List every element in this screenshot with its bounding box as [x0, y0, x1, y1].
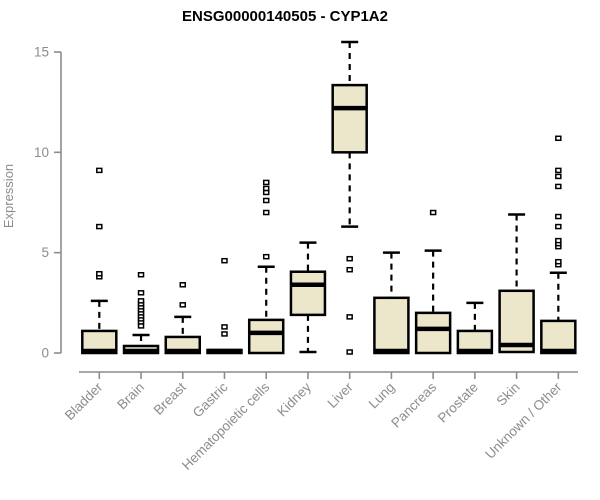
outlier-bladder-3	[96, 167, 103, 174]
box-pancreas	[414, 311, 452, 355]
x-label-gastric: Gastric	[190, 379, 231, 420]
y-tick-label-5: 5	[41, 245, 49, 260]
outlier-gastric-2	[221, 257, 228, 264]
x-label-pancreas: Pancreas	[388, 379, 439, 430]
outlier-unknown-other-8	[555, 173, 562, 180]
x-label-bladder: Bladder	[62, 379, 106, 423]
box-group-kidney	[289, 241, 327, 354]
box-liver	[331, 83, 368, 154]
chart-title: ENSG00000140505 - CYP1A2	[182, 8, 388, 25]
outlier-unknown-other-4	[555, 237, 562, 244]
outlier-unknown-other-9	[555, 167, 562, 174]
y-tick-label-0: 0	[41, 346, 49, 361]
outlier-hematopoietic-cells-2	[262, 197, 270, 204]
x-label-kidney: Kidney	[274, 379, 314, 419]
box-group-brain	[122, 271, 160, 355]
box-group-gastric	[206, 257, 243, 355]
outlier-unknown-other-5	[555, 223, 562, 230]
box-group-pancreas	[414, 209, 452, 355]
box-kidney	[289, 270, 327, 317]
outlier-unknown-other-10	[555, 135, 562, 142]
box-group-unknown-other	[540, 135, 577, 355]
outlier-hematopoietic-cells-5	[262, 179, 270, 186]
y-axis: 0 5 10 15	[34, 44, 62, 361]
x-label-unknown-other: Unknown / Other	[482, 379, 565, 462]
x-label-brain: Brain	[114, 380, 147, 413]
box-group-bladder	[81, 167, 118, 355]
outlier-gastric-1	[221, 324, 228, 330]
outlier-bladder-1	[96, 270, 103, 277]
outlier-hematopoietic-cells-4	[262, 185, 270, 192]
x-label-skin: Skin	[494, 380, 523, 409]
box-lung	[373, 296, 410, 355]
box-skin	[498, 289, 535, 354]
x-label-liver: Liver	[325, 379, 357, 411]
x-label-breast: Breast	[151, 379, 189, 417]
outlier-liver-0	[346, 349, 353, 355]
outlier-liver-2	[346, 266, 353, 273]
outlier-liver-1	[346, 314, 353, 320]
outlier-gastric-0	[221, 331, 228, 337]
outlier-hematopoietic-cells-0	[262, 253, 270, 260]
box-group-skin	[498, 213, 535, 354]
outlier-brain-10	[137, 271, 145, 278]
box-series	[81, 40, 577, 355]
outlier-hematopoietic-cells-1	[262, 209, 270, 216]
outlier-unknown-other-7	[555, 183, 562, 190]
outlier-bladder-2	[96, 223, 103, 230]
y-tick-label-15: 15	[34, 44, 49, 59]
box-group-breast	[164, 282, 202, 355]
box-hematopoietic-cells	[247, 318, 285, 355]
box-unknown-other	[540, 319, 577, 355]
outlier-breast-0	[179, 302, 187, 308]
box-group-prostate	[456, 301, 494, 355]
outlier-pancreas-0	[429, 209, 437, 216]
outlier-brain-9	[137, 290, 145, 296]
outlier-liver-3	[346, 255, 353, 262]
outlier-breast-1	[179, 282, 187, 288]
box-group-hematopoietic-cells	[247, 179, 285, 355]
outlier-brain-8	[137, 298, 145, 304]
x-label-prostate: Prostate	[435, 380, 481, 426]
x-label-lung: Lung	[366, 380, 398, 412]
outlier-unknown-other-6	[555, 213, 562, 220]
y-tick-label-10: 10	[34, 145, 49, 160]
outlier-unknown-other-1	[555, 258, 562, 265]
box-group-liver	[331, 40, 368, 355]
box-group-lung	[373, 251, 410, 355]
y-axis-label: Expression	[1, 164, 16, 228]
